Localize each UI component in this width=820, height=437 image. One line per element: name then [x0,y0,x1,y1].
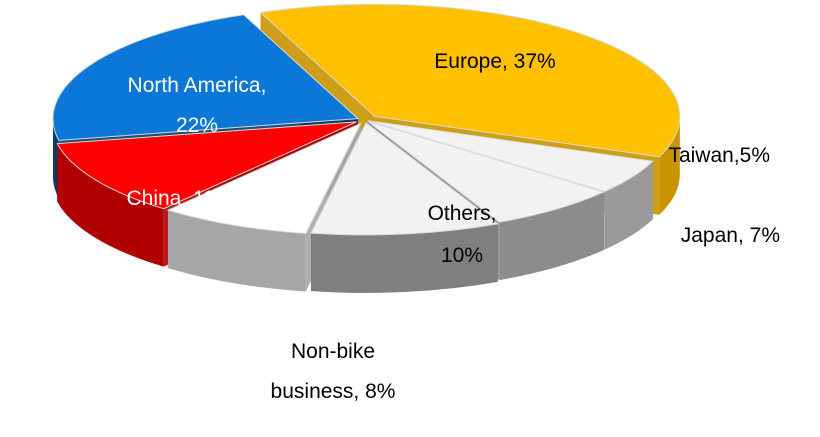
slice-label-north-america: North America, 22% [128,74,267,137]
slice-side-europe [659,116,680,215]
slice-north-america [52,14,360,141]
slice-taiwan [368,120,654,193]
slice-label-japan: Japan, 7% [681,224,780,247]
slice-label-taiwan: Taiwan,5% [668,144,770,167]
slice-label-non-bike-business: Non-bike business, 8% [271,340,396,403]
slice-label-europe: Europe, 37% [434,50,555,73]
slice-japan [367,120,606,223]
slice-china [56,121,357,210]
slice-tops-layer [52,3,681,236]
slice-label-china: China, 11% [126,187,233,210]
slice-labels-layer: Europe, 37% Taiwan,5% Japan, 7% Others, 10% N… [126,50,780,403]
slice-non-bike-business [166,122,362,235]
slice-others [310,122,500,236]
slice-label-others: Others, 10% [428,202,497,267]
slice-europe [259,3,681,158]
